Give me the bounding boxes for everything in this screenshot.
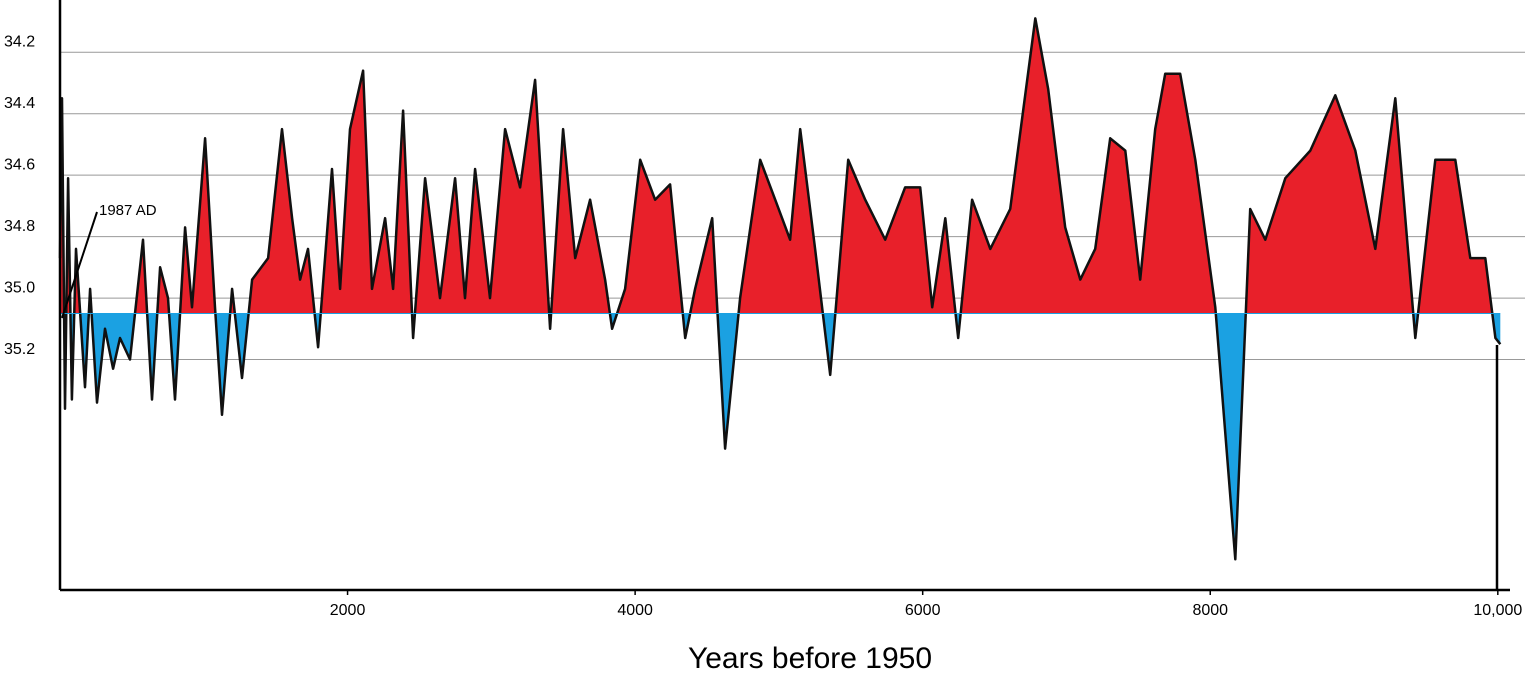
y-tick-label: 35.2 xyxy=(4,341,35,358)
y-tick-label: 34.8 xyxy=(4,218,35,235)
y-tick-label: 34.6 xyxy=(4,156,35,173)
line xyxy=(58,17,1502,561)
plot xyxy=(58,17,1502,561)
x-tick-label: 8000 xyxy=(1192,602,1228,619)
y-tick-label: 34.4 xyxy=(4,95,35,112)
x-tick-label: 2000 xyxy=(330,602,366,619)
annotation-pointer xyxy=(61,211,98,319)
y-tick-label: 35.0 xyxy=(4,279,35,296)
x-tick-label: 6000 xyxy=(905,602,941,619)
x-axis-label: Years before 1950 xyxy=(688,642,932,675)
x-tick-label: 4000 xyxy=(617,602,653,619)
annotation: 1987 AD xyxy=(99,202,157,219)
x-tick-label: 10,000 xyxy=(1473,602,1522,619)
y-tick-label: 34.2 xyxy=(4,33,35,50)
area-above xyxy=(60,18,1493,314)
